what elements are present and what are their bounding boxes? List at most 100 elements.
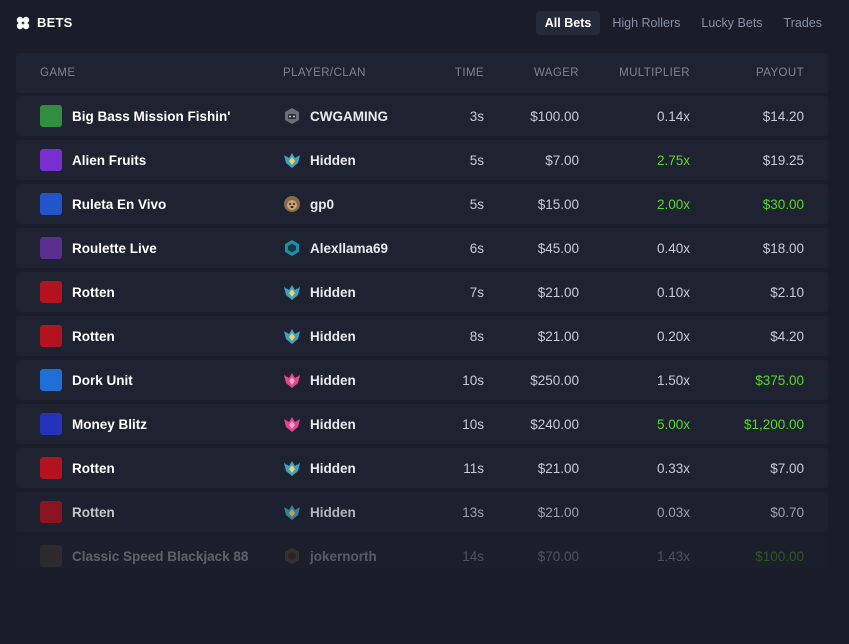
tab-lucky-bets[interactable]: Lucky Bets (701, 16, 763, 30)
player-name[interactable]: gp0 (310, 196, 335, 212)
game-name[interactable]: Rotten (72, 504, 115, 520)
wager-cell: $15.00 (537, 196, 579, 212)
table-row[interactable]: Money Blitz Hidden 10s $240.00 5.00x $1,200.0… (16, 404, 828, 444)
game-cell[interactable]: Money Blitz (16, 413, 283, 435)
wager-cell: $21.00 (537, 460, 579, 476)
multiplier-cell: 2.75x (656, 152, 690, 168)
game-cell[interactable]: Classic Speed Blackjack 88 (16, 545, 283, 567)
time-cell: 5s (469, 196, 484, 212)
payout-cell: $19.25 (762, 152, 804, 168)
time-cell: 11s (463, 460, 484, 476)
table-row[interactable]: Ruleta En Vivo gp0 5s $15.00 2.00x $30.00 (16, 184, 828, 224)
player-cell[interactable]: Hidden (283, 151, 426, 169)
tab-all-bets[interactable]: All Bets (535, 11, 601, 35)
player-cell[interactable]: Alexllama69 (283, 239, 426, 257)
column-header-payout: PAYOUT (756, 67, 804, 79)
game-thumbnail[interactable] (40, 281, 62, 303)
wager-cell: $250.00 (530, 372, 579, 388)
game-cell[interactable]: Rotten (16, 281, 283, 303)
table-row[interactable]: Rotten Hidden 8s $21.00 0.20x $4.20 (16, 316, 828, 356)
tab-trades[interactable]: Trades (783, 16, 822, 30)
table-row[interactable]: Rotten Hidden 13s $21.00 0.03x $0.70 (16, 492, 828, 532)
wager-cell: $100.00 (530, 108, 579, 124)
tab-high-rollers[interactable]: High Rollers (612, 16, 681, 30)
game-thumbnail[interactable] (40, 105, 62, 127)
game-cell[interactable]: Ruleta En Vivo (16, 193, 283, 215)
game-name[interactable]: Roulette Live (72, 240, 157, 256)
table-row[interactable]: Big Bass Mission Fishin' CWGAMING 3s $100.0… (16, 96, 828, 136)
player-cell[interactable]: CWGAMING (283, 107, 426, 125)
player-cell[interactable]: gp0 (283, 195, 426, 213)
multiplier-cell: 0.14x (656, 108, 690, 124)
pink-rank-badge-icon (284, 417, 300, 432)
game-thumbnail[interactable] (40, 237, 62, 259)
multiplier-cell: 0.10x (656, 284, 690, 300)
game-name[interactable]: Big Bass Mission Fishin' (72, 108, 231, 124)
game-name[interactable]: Classic Speed Blackjack 88 (72, 548, 249, 564)
player-cell[interactable]: Hidden (283, 459, 426, 477)
game-thumbnail[interactable] (40, 457, 62, 479)
game-cell[interactable]: Dork Unit (16, 369, 283, 391)
game-name[interactable]: Rotten (72, 284, 115, 300)
payout-cell: $375.00 (755, 372, 804, 388)
player-name[interactable]: Hidden (310, 460, 356, 476)
multiplier-cell: 2.00x (656, 196, 690, 212)
table-row[interactable]: Dork Unit Hidden 10s $250.00 1.50x $375.00 (16, 360, 828, 400)
game-name[interactable]: Dork Unit (72, 372, 133, 388)
game-thumbnail[interactable] (40, 149, 62, 171)
game-cell[interactable]: Rotten (16, 325, 283, 347)
wager-cell: $21.00 (537, 328, 579, 344)
game-cell[interactable]: Rotten (16, 501, 283, 523)
game-cell[interactable]: Alien Fruits (16, 149, 283, 171)
game-cell[interactable]: Roulette Live (16, 237, 283, 259)
player-name[interactable]: Alexllama69 (310, 240, 389, 256)
column-header-player: PLAYER/CLAN (283, 67, 366, 79)
page-title: BETS (37, 15, 73, 30)
player-name[interactable]: CWGAMING (310, 108, 388, 124)
rank-badge-icon (284, 505, 300, 520)
player-cell[interactable]: jokernorth (283, 547, 426, 565)
player-cell[interactable]: Hidden (283, 371, 426, 389)
player-name[interactable]: Hidden (310, 328, 356, 344)
player-cell[interactable]: Hidden (283, 503, 426, 521)
dog-avatar-icon (284, 196, 300, 212)
game-thumbnail[interactable] (40, 413, 62, 435)
game-thumbnail[interactable] (40, 369, 62, 391)
player-cell[interactable]: Hidden (283, 283, 426, 301)
player-name[interactable]: Hidden (310, 284, 356, 300)
game-cell[interactable]: Rotten (16, 457, 283, 479)
rank-badge-icon (284, 153, 300, 168)
table-row[interactable]: Rotten Hidden 11s $21.00 0.33x $7.00 (16, 448, 828, 488)
game-name[interactable]: Ruleta En Vivo (72, 196, 167, 212)
player-cell[interactable]: Hidden (283, 327, 426, 345)
multiplier-cell: 0.03x (656, 504, 690, 520)
player-name[interactable]: Hidden (310, 416, 356, 432)
game-thumbnail[interactable] (40, 325, 62, 347)
player-name[interactable]: jokernorth (310, 548, 377, 564)
column-header-game: GAME (40, 67, 76, 79)
time-cell: 10s (462, 416, 484, 432)
game-thumbnail[interactable] (40, 545, 62, 567)
game-name[interactable]: Rotten (72, 328, 115, 344)
game-name[interactable]: Rotten (72, 460, 115, 476)
game-thumbnail[interactable] (40, 193, 62, 215)
table-row[interactable]: Classic Speed Blackjack 88 jokernorth 14s $… (16, 536, 828, 568)
player-name[interactable]: Hidden (310, 152, 356, 168)
table-row[interactable]: Roulette Live Alexllama69 6s $45.00 0.40x $18… (16, 228, 828, 268)
player-cell[interactable]: Hidden (283, 415, 426, 433)
hexagon-badge-icon (285, 240, 299, 256)
wager-cell: $21.00 (537, 284, 579, 300)
wager-cell: $240.00 (530, 416, 579, 432)
player-name[interactable]: Hidden (310, 372, 356, 388)
multiplier-cell: 0.33x (656, 460, 690, 476)
game-cell[interactable]: Big Bass Mission Fishin' (16, 105, 283, 127)
wager-cell: $21.00 (537, 504, 579, 520)
game-name[interactable]: Money Blitz (72, 416, 148, 432)
player-name[interactable]: Hidden (310, 504, 356, 520)
rank-badge-icon (284, 461, 300, 476)
table-row[interactable]: Alien Fruits Hidden 5s $7.00 2.75x $19.25 (16, 140, 828, 180)
rank-badge-icon (284, 285, 300, 300)
game-thumbnail[interactable] (40, 501, 62, 523)
game-name[interactable]: Alien Fruits (72, 152, 147, 168)
table-row[interactable]: Rotten Hidden 7s $21.00 0.10x $2.10 (16, 272, 828, 312)
